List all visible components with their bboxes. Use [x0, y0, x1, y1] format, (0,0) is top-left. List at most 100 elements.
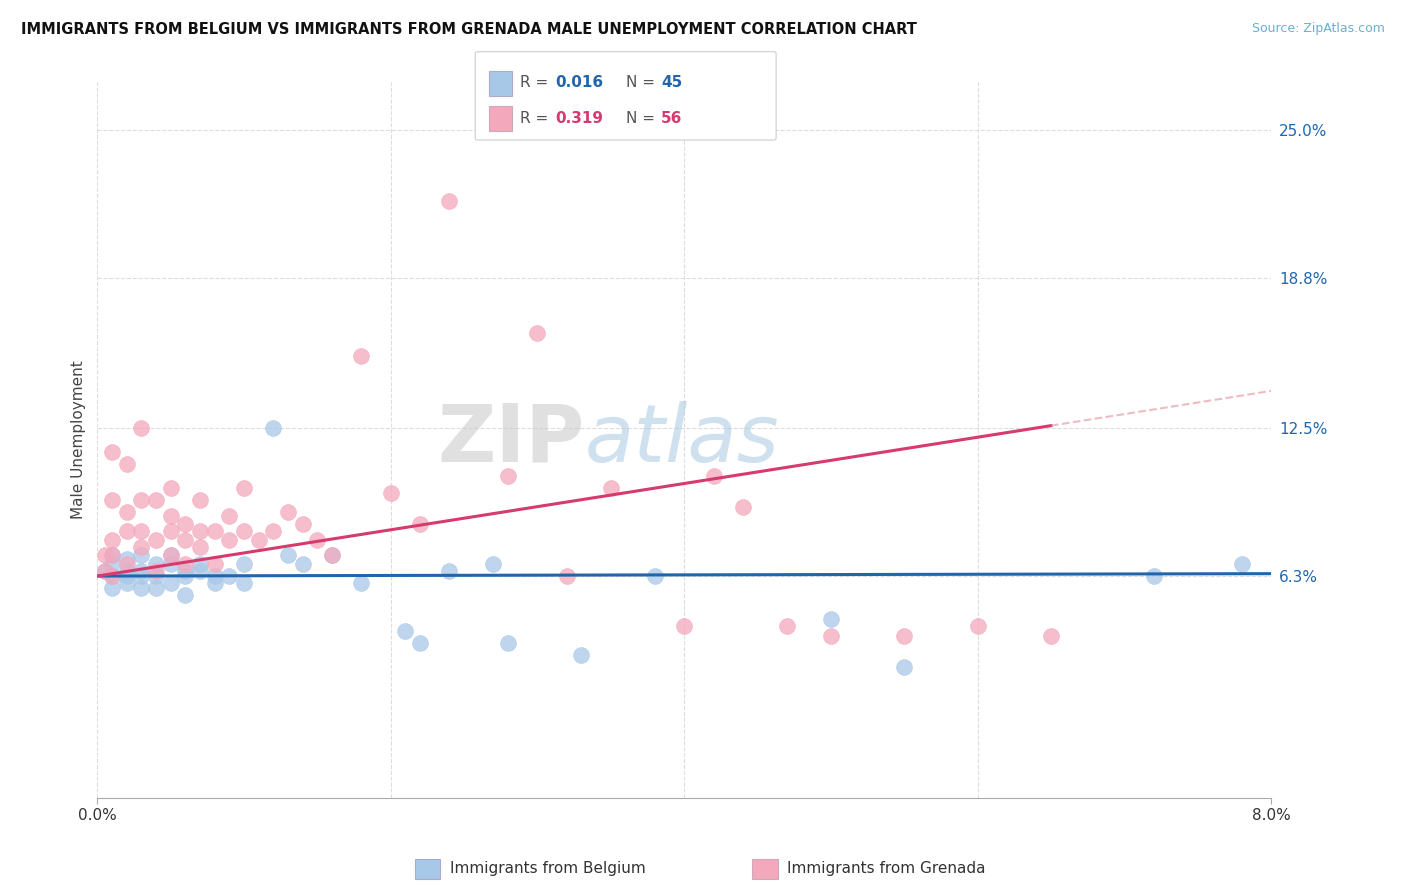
Point [159, 557, 181, 571]
Point [233, 481, 256, 495]
Point [115, 524, 138, 538]
Point [277, 548, 299, 562]
Point [820, 612, 842, 626]
Text: N =: N = [626, 75, 659, 89]
Point [131, 492, 153, 507]
Point [439, 564, 461, 578]
Point [820, 629, 842, 643]
Point [599, 481, 621, 495]
Point [145, 557, 167, 571]
Point [204, 576, 226, 591]
Point [321, 548, 343, 562]
Point [115, 505, 138, 519]
Point [174, 564, 197, 578]
Point [101, 557, 124, 571]
Point [291, 557, 314, 571]
Point [247, 533, 270, 548]
Point [174, 557, 197, 571]
Text: N =: N = [626, 112, 659, 126]
Point [1039, 629, 1062, 643]
Point [218, 533, 240, 548]
Point [291, 516, 314, 531]
Point [93, 548, 115, 562]
Point [350, 576, 373, 591]
Text: 45: 45 [661, 75, 682, 89]
Point [394, 624, 416, 638]
Point [101, 548, 124, 562]
Point [233, 524, 256, 538]
Point [115, 552, 138, 566]
Text: 0.016: 0.016 [555, 75, 603, 89]
Point [644, 569, 666, 583]
Text: IMMIGRANTS FROM BELGIUM VS IMMIGRANTS FROM GRENADA MALE UNEMPLOYMENT CORRELATION: IMMIGRANTS FROM BELGIUM VS IMMIGRANTS FR… [21, 22, 917, 37]
Point [571, 648, 593, 662]
Point [188, 492, 211, 507]
Point [233, 557, 256, 571]
Point [115, 576, 138, 591]
Point [145, 564, 167, 578]
Point [893, 629, 915, 643]
Text: Immigrants from Belgium: Immigrants from Belgium [450, 862, 645, 876]
Point [204, 524, 226, 538]
Text: R =: R = [520, 112, 554, 126]
Point [409, 636, 432, 650]
Point [145, 569, 167, 583]
Point [731, 500, 754, 514]
Text: atlas: atlas [585, 401, 779, 479]
Point [277, 505, 299, 519]
Point [188, 541, 211, 555]
Point [131, 564, 153, 578]
Point [131, 524, 153, 538]
Point [526, 326, 548, 340]
Point [409, 516, 432, 531]
Point [262, 421, 284, 435]
Point [131, 421, 153, 435]
Point [673, 619, 696, 633]
Point [776, 619, 799, 633]
Point [115, 564, 138, 578]
Point [131, 548, 153, 562]
Point [380, 485, 402, 500]
Point [93, 564, 115, 578]
Point [115, 457, 138, 471]
Point [188, 557, 211, 571]
Point [496, 636, 519, 650]
Point [174, 588, 197, 602]
Point [115, 557, 138, 571]
Point [131, 581, 153, 595]
Point [174, 569, 197, 583]
Text: Source: ZipAtlas.com: Source: ZipAtlas.com [1251, 22, 1385, 36]
Point [101, 548, 124, 562]
Text: 0.319: 0.319 [555, 112, 603, 126]
Point [439, 194, 461, 209]
Point [101, 581, 124, 595]
Point [1143, 569, 1166, 583]
Point [218, 569, 240, 583]
Point [188, 564, 211, 578]
Point [174, 516, 197, 531]
Point [93, 564, 115, 578]
Text: ZIP: ZIP [437, 401, 585, 479]
Point [145, 581, 167, 595]
Point [145, 492, 167, 507]
Point [159, 548, 181, 562]
Y-axis label: Male Unemployment: Male Unemployment [72, 360, 86, 519]
Point [555, 569, 578, 583]
Point [218, 509, 240, 524]
Text: Immigrants from Grenada: Immigrants from Grenada [787, 862, 986, 876]
Point [204, 569, 226, 583]
Point [350, 350, 373, 364]
Point [159, 509, 181, 524]
Point [496, 468, 519, 483]
Point [159, 548, 181, 562]
Point [101, 569, 124, 583]
Point [159, 576, 181, 591]
Point [482, 557, 505, 571]
Point [307, 533, 329, 548]
Point [159, 481, 181, 495]
Point [131, 569, 153, 583]
Point [233, 576, 256, 591]
Point [966, 619, 988, 633]
Point [145, 533, 167, 548]
Point [115, 569, 138, 583]
